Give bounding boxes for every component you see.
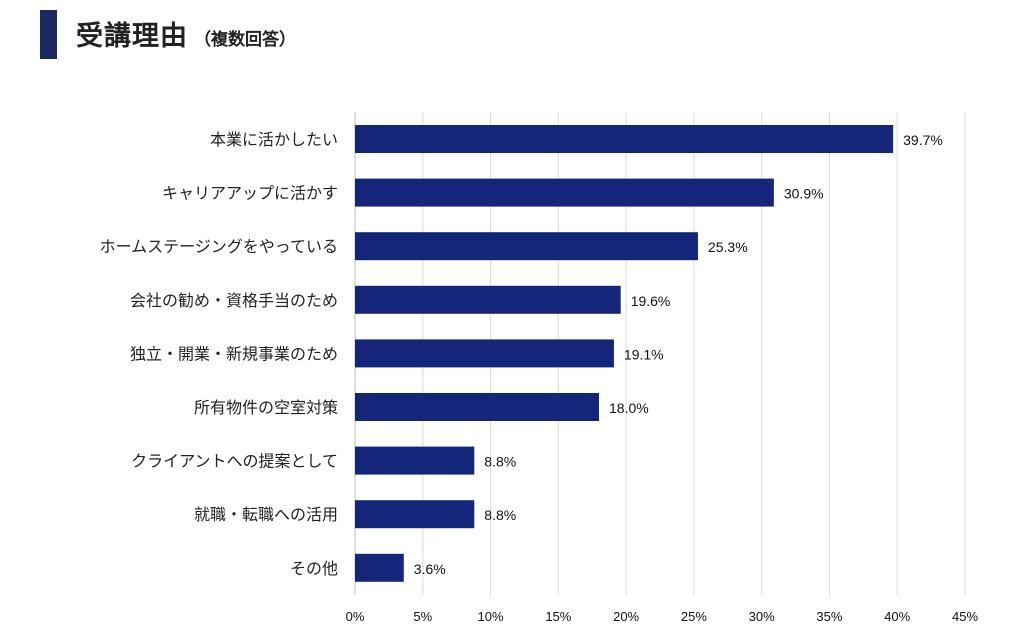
- bar: [355, 178, 774, 207]
- bar: [355, 339, 614, 368]
- bar: [355, 285, 621, 314]
- value-label: 25.3%: [708, 239, 748, 255]
- category-label: その他: [290, 559, 338, 578]
- x-tick-label: 15%: [545, 609, 571, 624]
- category-label: 独立・開業・新規事業のため: [130, 344, 338, 363]
- category-label: ホームステージングをやっている: [100, 237, 338, 256]
- value-label: 19.6%: [631, 293, 671, 309]
- x-tick-label: 10%: [478, 609, 504, 624]
- value-label: 8.8%: [484, 507, 516, 523]
- x-tick-label: 35%: [816, 609, 842, 624]
- bar: [355, 232, 698, 261]
- x-tick-label: 25%: [681, 609, 707, 624]
- category-label: クライアントへの提案として: [131, 452, 338, 471]
- value-label: 39.7%: [903, 132, 943, 148]
- category-label: キャリアアップに活かす: [162, 184, 338, 203]
- category-label: 本業に活かしたい: [210, 130, 338, 149]
- category-label: 就職・転職への活用: [194, 505, 338, 524]
- x-tick-label: 0%: [346, 609, 365, 624]
- x-tick-label: 30%: [749, 609, 775, 624]
- x-tick-label: 20%: [613, 609, 639, 624]
- category-label: 会社の勧め・資格手当のため: [130, 291, 338, 310]
- value-label: 3.6%: [414, 561, 446, 577]
- x-tick-label: 5%: [413, 609, 432, 624]
- title-accent-bar: [40, 10, 57, 59]
- category-label: 所有物件の空室対策: [194, 398, 338, 417]
- value-label: 8.8%: [484, 454, 516, 470]
- bar: [355, 500, 475, 529]
- title-main: 受講理由: [76, 21, 188, 52]
- x-tick-label: 40%: [884, 609, 910, 624]
- x-tick-label: 45%: [952, 609, 978, 624]
- bar: [355, 393, 599, 421]
- value-label: 30.9%: [784, 186, 824, 202]
- bar: [355, 553, 404, 582]
- value-label: 19.1%: [624, 346, 664, 362]
- title-subtitle: （複数回答）: [194, 30, 296, 50]
- value-label: 18.0%: [609, 400, 649, 416]
- page-title: 受講理由 （複数回答）: [76, 14, 296, 54]
- bar: [355, 125, 894, 153]
- bar: [355, 446, 475, 475]
